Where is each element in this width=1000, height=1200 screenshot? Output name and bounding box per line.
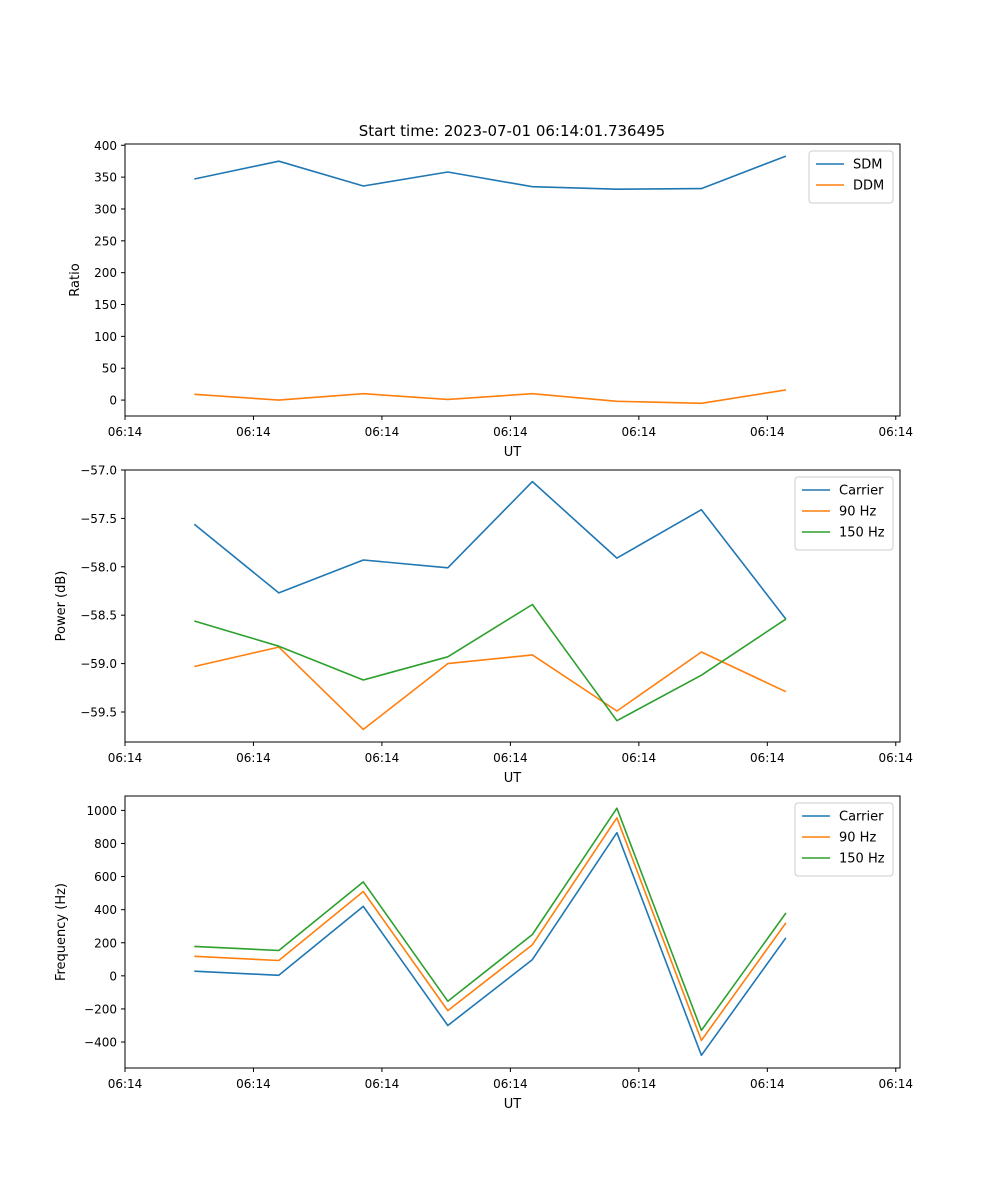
x-axis-label: UT	[504, 1097, 522, 1112]
legend-label: 90 Hz	[839, 831, 876, 846]
y-tick-label: −57.5	[80, 512, 117, 526]
y-tick-label: 600	[94, 870, 117, 884]
y-tick-label: −400	[84, 1036, 117, 1050]
y-tick-label: −59.5	[80, 705, 117, 719]
y-tick-label: 400	[94, 139, 117, 153]
series-line-carrier	[193, 480, 787, 620]
y-tick-label: −59.0	[80, 657, 117, 671]
legend: SDM DDM	[808, 150, 894, 204]
x-tick-label: 06:14	[365, 751, 400, 765]
plot-frame	[124, 143, 901, 417]
y-tick-label: 200	[94, 936, 117, 950]
x-tick-label: 06:14	[878, 425, 913, 439]
x-tick-label: 06:14	[493, 751, 528, 765]
legend-label: 90 Hz	[839, 505, 876, 520]
series-line-90-hz	[194, 646, 787, 731]
y-axis-label: Power (dB)	[54, 571, 69, 642]
y-tick-label: −58.5	[80, 609, 117, 623]
x-tick-label: 06:14	[108, 425, 143, 439]
x-tick-label: 06:14	[622, 751, 657, 765]
x-tick-label: 06:14	[365, 1077, 400, 1091]
legend-label: 150 Hz	[839, 852, 885, 867]
legend-label: Carrier	[839, 810, 884, 825]
x-tick-label: 06:14	[750, 1077, 785, 1091]
x-tick-label: 06:14	[236, 751, 271, 765]
y-tick-label: 200	[94, 266, 117, 280]
figure-title: Start time: 2023-07-01 06:14:01.736495	[359, 122, 665, 140]
x-tick-label: 06:14	[622, 1077, 657, 1091]
legend: Carrier 90 Hz 150 Hz	[794, 476, 894, 551]
series-line-ddm	[194, 389, 787, 405]
x-axis-label: UT	[504, 445, 522, 460]
x-tick-label: 06:14	[365, 425, 400, 439]
y-tick-label: 300	[94, 202, 117, 216]
x-tick-label: 06:14	[236, 1077, 271, 1091]
y-tick-label: 150	[94, 298, 117, 312]
legend-label: Carrier	[839, 484, 884, 499]
x-tick-label: 06:14	[108, 1077, 143, 1091]
series-line-150-hz	[194, 807, 787, 1032]
y-tick-label: 350	[94, 171, 117, 185]
y-tick-label: 0	[109, 394, 117, 408]
y-tick-label: −58.0	[80, 560, 117, 574]
x-tick-label: 06:14	[493, 425, 528, 439]
x-tick-label: 06:14	[878, 1077, 913, 1091]
y-tick-label: −57.0	[80, 464, 117, 478]
legend: Carrier 90 Hz 150 Hz	[794, 802, 894, 877]
y-axis-label: Ratio	[68, 263, 83, 296]
chart-panel-2: 06:14 06:14 06:14 06:14 06:14 06:14 06:14 −57.0…	[54, 464, 913, 787]
series-line-90-hz	[194, 816, 787, 1042]
y-tick-label: 800	[94, 837, 117, 851]
x-tick-label: 06:14	[622, 425, 657, 439]
y-tick-label: 400	[94, 903, 117, 917]
y-tick-label: 0	[109, 969, 117, 983]
chart-panel-3: 06:14 06:14 06:14 06:14 06:14 06:14 06:14 1000 8…	[54, 795, 913, 1112]
y-axis-label: Frequency (Hz)	[54, 883, 69, 981]
x-tick-label: 06:14	[750, 425, 785, 439]
legend-label: DDM	[853, 179, 884, 194]
series-line-carrier	[194, 831, 787, 1057]
y-tick-label: −200	[84, 1002, 117, 1016]
y-tick-label: 250	[94, 234, 117, 248]
x-tick-label: 06:14	[108, 751, 143, 765]
series-line-150-hz	[194, 603, 787, 722]
legend-label: SDM	[853, 158, 882, 173]
chart-panel-1: 06:14 06:14 06:14 06:14 06:14 06:14 06:14 0 50 10…	[68, 139, 913, 460]
x-tick-label: 06:14	[493, 1077, 528, 1091]
y-tick-label: 100	[94, 330, 117, 344]
plot-frame	[124, 469, 901, 743]
x-tick-label: 06:14	[878, 751, 913, 765]
y-tick-label: 50	[102, 362, 117, 376]
plot-frame	[124, 795, 901, 1069]
legend-label: 150 Hz	[839, 526, 885, 541]
x-axis-label: UT	[504, 771, 522, 786]
y-tick-label: 1000	[86, 804, 117, 818]
x-tick-label: 06:14	[236, 425, 271, 439]
series-line-sdm	[194, 155, 787, 190]
x-tick-label: 06:14	[750, 751, 785, 765]
